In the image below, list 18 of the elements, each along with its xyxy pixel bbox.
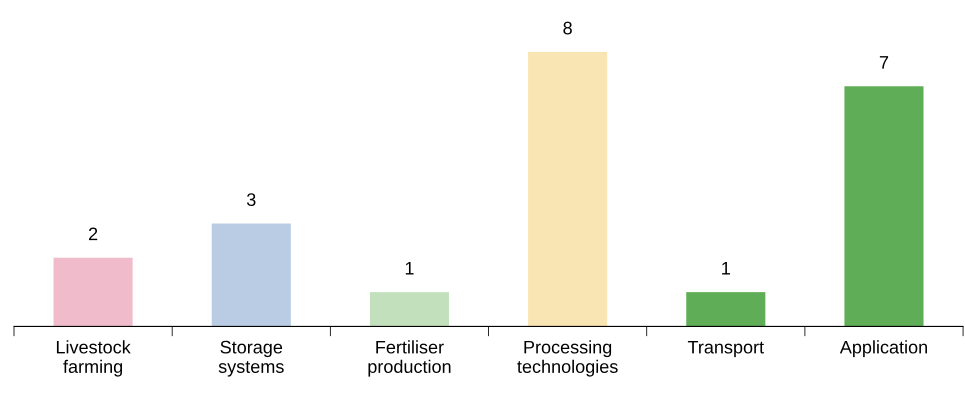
bar (370, 292, 449, 326)
data-label: 7 (880, 56, 888, 69)
data-label: 1 (406, 262, 414, 274)
bar (686, 292, 766, 326)
bar (212, 223, 291, 326)
x-tick-label: Livestock farming (56, 340, 131, 377)
x-tick-label: Transport (688, 340, 764, 358)
bar (54, 258, 133, 326)
bar (844, 86, 924, 326)
x-tick-label: Fertiliser production (368, 340, 450, 377)
data-label: 1 (722, 262, 730, 274)
x-tick-label: Storage systems (218, 340, 284, 377)
x-tick-label: Application (840, 340, 927, 358)
data-label: 2 (88, 228, 98, 240)
x-tick-label: Processing technologies (517, 340, 618, 377)
data-label: 8 (563, 22, 572, 34)
bar (528, 52, 608, 326)
data-label: 3 (246, 193, 256, 206)
